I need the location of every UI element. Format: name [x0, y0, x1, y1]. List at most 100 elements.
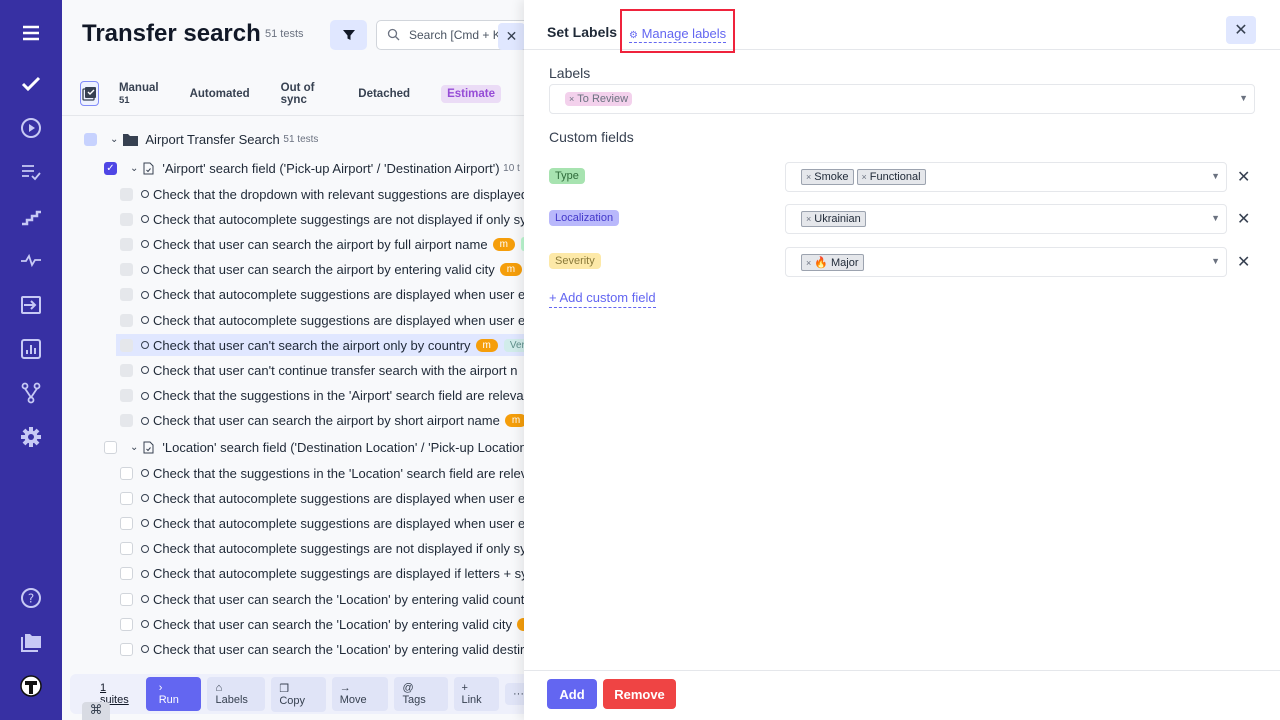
- tree-root[interactable]: ⌄ Airport Transfer Search 51 tests: [84, 128, 318, 150]
- value-chip[interactable]: × Ukrainian: [801, 211, 866, 227]
- value-chip[interactable]: × Smoke: [801, 169, 854, 185]
- move-button[interactable]: → Move: [331, 677, 389, 711]
- copy-icon: ❐: [279, 682, 290, 695]
- branch-icon[interactable]: [19, 381, 43, 405]
- test-case-row[interactable]: Check that autocomplete suggestions are …: [116, 284, 532, 306]
- test-case-row[interactable]: Check that autocomplete suggestings are …: [116, 538, 532, 560]
- folder-icon[interactable]: [19, 630, 43, 654]
- close-panel-button[interactable]: ✕: [1226, 16, 1256, 44]
- help-icon[interactable]: ?: [19, 586, 43, 610]
- test-checkbox[interactable]: [120, 338, 133, 352]
- root-checkbox[interactable]: [84, 132, 97, 146]
- text: Copy: [279, 694, 306, 707]
- test-case-row[interactable]: Check that autocomplete suggestions are …: [116, 309, 532, 331]
- select-all-toggle[interactable]: [80, 81, 99, 106]
- menu-icon[interactable]: [19, 21, 43, 45]
- chevron-down-icon[interactable]: ⌄: [110, 133, 119, 145]
- run-button[interactable]: › Run: [145, 677, 202, 711]
- labels-select[interactable]: × To Review ▼: [549, 84, 1255, 114]
- test-case-row[interactable]: Check that the suggestions in the 'Airpo…: [116, 385, 532, 407]
- suite-file-icon: [143, 441, 154, 453]
- test-case-row[interactable]: Check that user can search the 'Location…: [116, 588, 532, 610]
- test-case-row[interactable]: Check that the dropdown with relevant su…: [116, 183, 532, 205]
- suite-row[interactable]: ⌄ 'Location' search field ('Destination L…: [104, 436, 532, 458]
- gear-icon[interactable]: [19, 425, 43, 449]
- test-checkbox[interactable]: [120, 542, 133, 556]
- import-icon[interactable]: [19, 293, 43, 317]
- test-checkbox[interactable]: [120, 516, 133, 530]
- labels-button[interactable]: ⌂ Labels: [207, 677, 266, 711]
- chevron-down-icon[interactable]: ⌄: [130, 441, 139, 453]
- close-search-button[interactable]: ✕: [498, 23, 525, 50]
- test-checkbox[interactable]: [120, 642, 133, 656]
- steps-icon[interactable]: [19, 204, 43, 228]
- test-checkbox[interactable]: [120, 389, 133, 403]
- manage-labels-link[interactable]: ⚙ Manage labels: [620, 9, 735, 53]
- tab-out-of-sync[interactable]: Out of sync: [280, 81, 315, 106]
- test-case-row[interactable]: Check that autocomplete suggestions are …: [116, 487, 532, 509]
- test-case-row[interactable]: Check that user can't continue transfer …: [116, 359, 532, 381]
- test-case-row[interactable]: Check that user can search the 'Location…: [116, 638, 532, 660]
- text: 10 t: [503, 162, 520, 174]
- label-chip[interactable]: × To Review: [565, 92, 633, 106]
- add-custom-field-link[interactable]: + Add custom field: [549, 290, 656, 308]
- remove-field-icon[interactable]: ✕: [1237, 254, 1251, 271]
- value-chip[interactable]: × 🔥 Major: [801, 253, 864, 271]
- avatar[interactable]: [19, 674, 43, 698]
- test-checkbox[interactable]: [120, 288, 133, 302]
- check-icon[interactable]: [19, 72, 43, 96]
- remove-field-icon[interactable]: ✕: [1237, 169, 1251, 186]
- test-checkbox[interactable]: [120, 466, 133, 480]
- remove-button[interactable]: Remove: [603, 679, 676, 709]
- test-checkbox[interactable]: [120, 414, 133, 428]
- test-case-row[interactable]: Check that user can search the airport b…: [116, 259, 532, 281]
- text: Check that user can search the 'Location…: [153, 591, 525, 607]
- test-case-row[interactable]: Check that user can't search the airport…: [116, 334, 532, 357]
- test-case-row[interactable]: Check that autocomplete suggestings are …: [116, 563, 532, 585]
- test-checkbox[interactable]: [120, 491, 133, 505]
- tab-detached[interactable]: Detached: [358, 87, 411, 100]
- test-checkbox[interactable]: [120, 567, 133, 581]
- test-checkbox[interactable]: [120, 263, 133, 277]
- play-icon[interactable]: [19, 116, 43, 140]
- test-checkbox[interactable]: [120, 313, 133, 327]
- test-case-row[interactable]: Check that autocomplete suggestings are …: [116, 208, 532, 230]
- suite-checkbox[interactable]: [104, 440, 117, 454]
- chevron-down-icon[interactable]: ⌄: [130, 162, 139, 174]
- custom-field-select[interactable]: × Ukrainian ▼: [785, 204, 1227, 234]
- suite-checkbox[interactable]: ✓: [104, 161, 117, 175]
- test-case-row[interactable]: Check that the suggestions in the 'Locat…: [116, 462, 532, 484]
- test-checkbox[interactable]: [120, 237, 133, 251]
- panel-title: Set Labels: [547, 24, 618, 40]
- list-check-icon[interactable]: [19, 160, 43, 184]
- status-circle-icon: [141, 240, 149, 249]
- remove-field-icon[interactable]: ✕: [1237, 211, 1251, 228]
- value-chip[interactable]: × Functional: [856, 169, 926, 185]
- test-checkbox[interactable]: [120, 592, 133, 606]
- custom-field-select[interactable]: × 🔥 Major ▼: [785, 247, 1227, 277]
- suite-row[interactable]: ✓ ⌄ 'Airport' search field ('Pick-up Airpo…: [104, 157, 520, 179]
- tab-automated[interactable]: Automated: [189, 87, 250, 100]
- command-icon[interactable]: ⌘: [82, 702, 110, 720]
- test-case-row[interactable]: Check that autocomplete suggestions are …: [116, 512, 532, 534]
- test-case-row[interactable]: Check that user can search the 'Location…: [116, 613, 532, 635]
- tags-button[interactable]: @ Tags: [394, 677, 448, 711]
- test-checkbox[interactable]: [120, 212, 133, 226]
- test-checkbox[interactable]: [120, 363, 133, 377]
- tab-manual[interactable]: Manual 51: [119, 82, 159, 106]
- test-case-row[interactable]: Check that user can search the airport b…: [116, 410, 532, 432]
- link-button[interactable]: + Link: [453, 677, 499, 711]
- tab-estimate[interactable]: Estimate: [441, 84, 501, 103]
- text: Check that user can't search the airport…: [153, 337, 471, 353]
- test-checkbox[interactable]: [120, 187, 133, 201]
- report-icon[interactable]: [19, 337, 43, 361]
- add-button[interactable]: Add: [547, 679, 597, 709]
- filter-button[interactable]: [330, 20, 367, 50]
- activity-icon[interactable]: [19, 248, 43, 272]
- test-checkbox[interactable]: [120, 617, 133, 631]
- copy-button[interactable]: ❐ Copy: [271, 676, 326, 712]
- status-circle-icon: [141, 341, 149, 350]
- test-case-row[interactable]: Check that user can search the airport b…: [116, 233, 532, 255]
- custom-field-select[interactable]: × Smoke × Functional ▼: [785, 162, 1227, 192]
- status-circle-icon: [141, 544, 149, 553]
